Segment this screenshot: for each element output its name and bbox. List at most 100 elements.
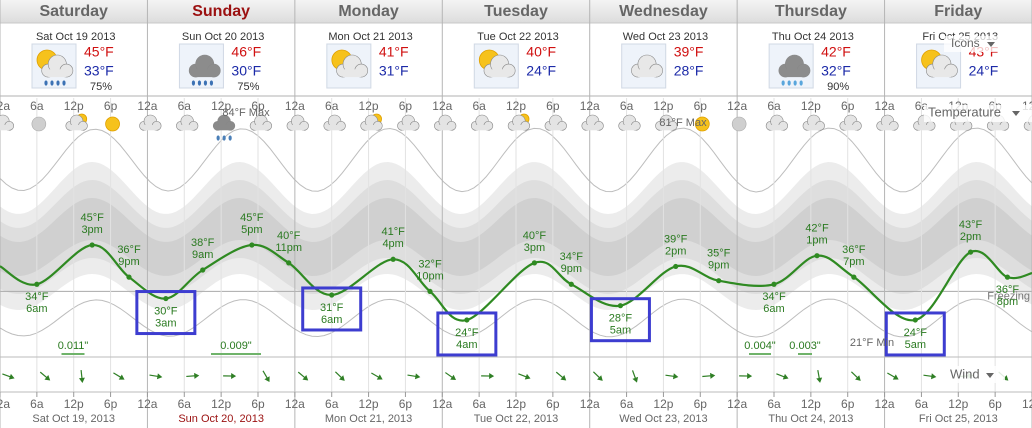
day-name: Thursday — [775, 3, 847, 20]
time-tick-label: 12a — [875, 397, 895, 411]
time-tick-label: 6a — [767, 99, 781, 113]
time-label: 9am — [192, 249, 213, 261]
axis-date: Sat Oct 19, 2013 — [32, 413, 115, 425]
time-label: 9pm — [561, 263, 582, 275]
rain-drop — [781, 80, 785, 86]
wind-control[interactable]: Wind — [945, 366, 1005, 383]
time-label: 4pm — [382, 238, 403, 250]
rain-drop — [228, 135, 232, 141]
temperature-label: 24°F — [904, 327, 928, 339]
temperature-label: 31°F — [320, 302, 344, 314]
time-tick-label: 6p — [399, 99, 413, 113]
wind-arrow — [518, 373, 531, 380]
time-tick-label: 6a — [472, 99, 486, 113]
cloud-part — [291, 124, 305, 131]
day-date: Sun Oct 20 2013 — [182, 31, 265, 43]
content: Freezing 12a 12a 6a 6a 12p 12p 6p 6p 12a 12a 6a 6a 12… — [0, 3, 1032, 425]
wind-head — [632, 376, 639, 383]
day-date: Tue Oct 22 2013 — [477, 31, 559, 43]
time-tick-label: 12p — [801, 397, 821, 411]
temperature-point — [716, 278, 722, 284]
time-tick-label: 12a — [727, 99, 747, 113]
cloud-part — [438, 124, 452, 131]
low-highlight — [436, 311, 498, 357]
precip-chance: 90% — [827, 81, 849, 93]
wind-arrow — [78, 369, 85, 383]
temperature-label: 39°F — [664, 233, 688, 245]
day-icon — [621, 43, 667, 89]
rain-drop — [216, 135, 220, 141]
day-header-bar — [0, 0, 1032, 23]
temperature-label: 41°F — [381, 226, 405, 238]
time-label: 2pm — [665, 245, 686, 257]
temperature-label: 38°F — [191, 237, 215, 249]
time-tick-label: 12a — [285, 99, 305, 113]
cloud-part — [881, 124, 894, 131]
day-icon — [178, 43, 224, 89]
day-name: Monday — [338, 3, 399, 20]
time-tick-label: 12a — [875, 99, 895, 113]
precip-total: 0.011" — [58, 340, 89, 352]
time-label: 8pm — [997, 296, 1018, 308]
day-icon — [768, 43, 814, 89]
high-temp: 42°F — [821, 44, 851, 60]
time-label: 9pm — [118, 256, 139, 268]
temperature-point — [568, 281, 574, 287]
icons-control[interactable]: Icons — [944, 36, 1004, 52]
time-tick-label: 6p — [841, 99, 855, 113]
wind-head — [597, 375, 603, 381]
wind-head — [78, 377, 85, 383]
cloud-part — [660, 124, 673, 131]
dropdown-arrow — [986, 373, 994, 378]
temperature-control[interactable]: Temperature — [924, 104, 1032, 122]
rain-drop — [191, 80, 196, 86]
temperature-point — [427, 288, 433, 295]
control-label[interactable]: Icons — [951, 36, 980, 50]
time-tick-label: 12a — [432, 99, 452, 113]
day-icon — [473, 43, 519, 89]
time-tick-label: 6p — [251, 99, 265, 113]
cloud-part — [254, 124, 268, 131]
time-tick-label: 6p — [546, 99, 560, 113]
wind-arrow — [739, 373, 753, 380]
cloud-part — [844, 124, 857, 131]
wind-arrow — [445, 372, 457, 381]
moon — [31, 116, 47, 132]
time-label: 3pm — [524, 242, 545, 254]
control-label[interactable]: Temperature — [928, 104, 1001, 119]
precip-bar — [211, 353, 261, 355]
cloud-part — [954, 124, 968, 131]
temperature-label: 40°F — [523, 230, 547, 242]
time-tick-label: 6a — [325, 99, 339, 113]
temperature-point — [390, 256, 396, 262]
annotation: 81°F Max — [659, 117, 707, 129]
time-tick-label: 12p — [948, 397, 968, 411]
wind-arrow — [923, 373, 937, 380]
day-name: Tuesday — [484, 3, 548, 20]
control-label[interactable]: Wind — [950, 366, 980, 381]
day-icon — [31, 43, 77, 89]
wind-head — [782, 373, 789, 380]
temperature-point — [286, 260, 292, 266]
axis-date: Thu Oct 24, 2013 — [768, 413, 853, 425]
time-tick-label: 6a — [620, 397, 634, 411]
cloud-part — [932, 69, 951, 78]
time-tick-label: 6p — [988, 397, 1002, 411]
wind-head — [672, 373, 679, 380]
time-tick-label: 6a — [915, 397, 929, 411]
temperature-point — [34, 281, 40, 287]
temperature-label: 40°F — [277, 230, 301, 242]
high-temp: 45°F — [84, 44, 114, 60]
time-label: 9pm — [708, 260, 729, 272]
precip-total: 0.003" — [789, 340, 821, 352]
day-icon — [326, 43, 372, 89]
cloud-part — [70, 124, 83, 131]
rain-drop — [222, 135, 226, 141]
time-label: 6am — [26, 303, 47, 315]
day-date: Thu Oct 24 2013 — [772, 31, 854, 43]
wind-head — [524, 373, 531, 380]
cloud-part — [490, 69, 509, 78]
cloud-part — [549, 124, 563, 131]
